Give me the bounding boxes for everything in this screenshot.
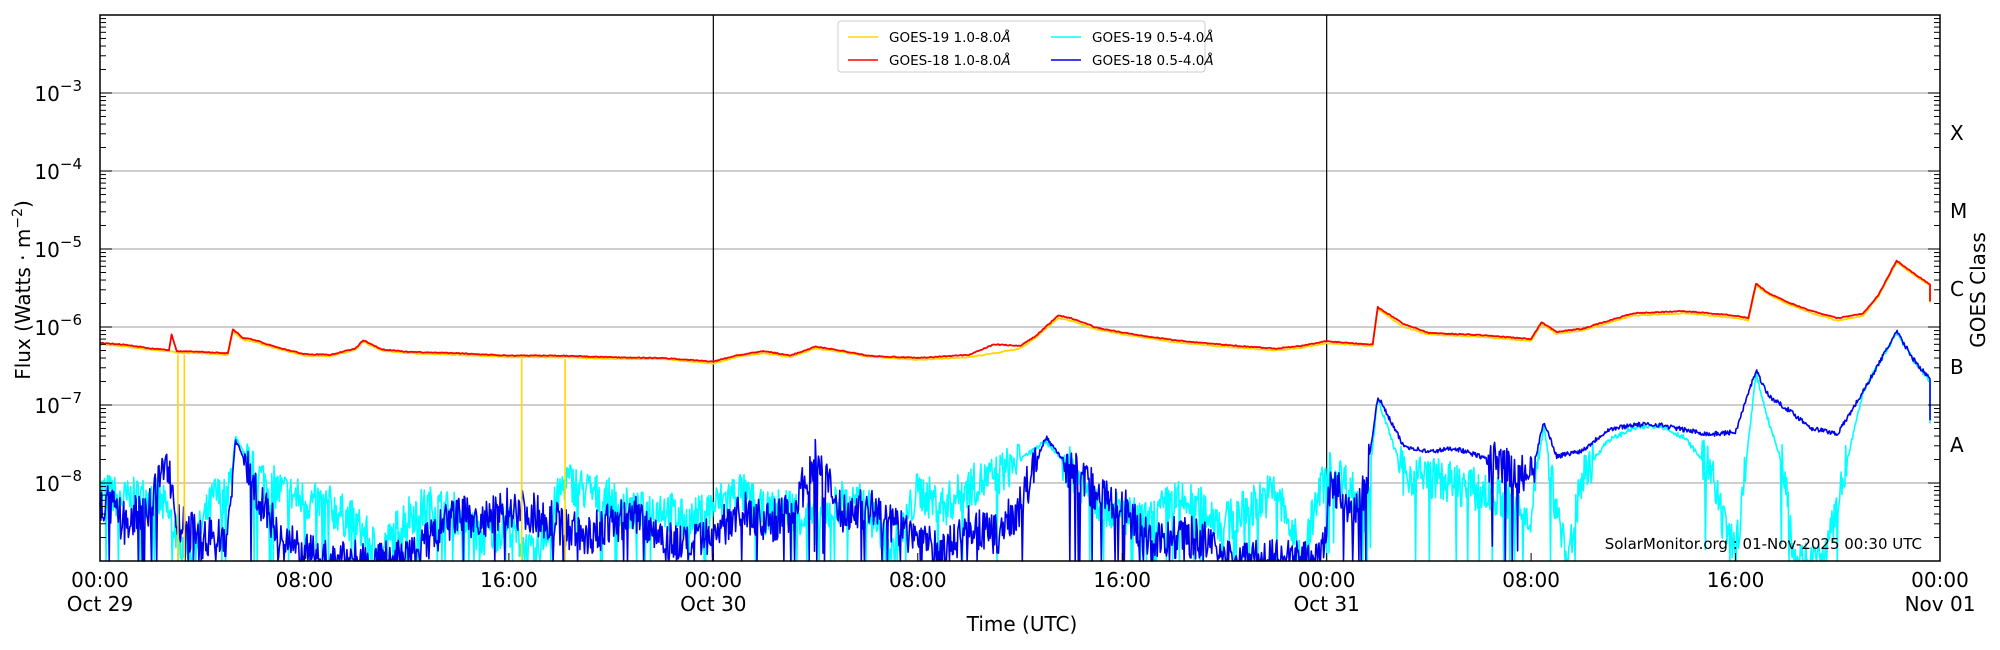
series-line	[99, 259, 1931, 363]
x-tick-time: 00:00	[1298, 568, 1356, 592]
legend-box	[837, 20, 1206, 73]
y-tick-label: 10−4	[34, 155, 82, 184]
plot-frame	[99, 14, 1941, 562]
series-layer	[99, 259, 1931, 562]
series-line	[99, 261, 1931, 365]
legend-label: GOES-19 1.0-8.0Å	[889, 29, 1011, 46]
goes-class-labels: X M C B A	[1950, 121, 1967, 457]
legend-label: GOES-18 0.5-4.0Å	[1092, 52, 1214, 69]
y-tick-label: 10−3	[34, 77, 82, 106]
goes-class-label: C	[1950, 277, 1964, 301]
x-tick-date: Nov 01	[1905, 592, 1976, 616]
y-tick-label: 10−8	[34, 467, 82, 496]
x-tick-time: 16:00	[480, 568, 538, 592]
x-tick-time: 08:00	[889, 568, 947, 592]
y-tick-label: 10−6	[34, 311, 82, 340]
series-line	[99, 329, 1931, 562]
y-axis-ticks: 10−3 10−4 10−5 10−6 10−7 10−8	[34, 18, 1940, 562]
x-tick-time: 08:00	[276, 568, 334, 592]
x-tick-time: 08:00	[1502, 568, 1560, 592]
horizontal-gridlines	[100, 92, 1940, 484]
y-tick-label: 10−5	[34, 233, 82, 262]
x-tick-time: 16:00	[1093, 568, 1151, 592]
right-axis-label: GOES Class	[1966, 232, 1990, 348]
x-tick-date: Oct 31	[1293, 592, 1359, 616]
x-axis-label: Time (UTC)	[966, 612, 1078, 636]
legend-label: GOES-19 0.5-4.0Å	[1092, 29, 1214, 46]
legend: GOES-19 1.0-8.0Å GOES-18 1.0-8.0Å GOES-19 …	[837, 20, 1214, 73]
goes-class-label: B	[1950, 355, 1964, 379]
y-axis-label: Flux (Watts · m−2)	[10, 200, 35, 380]
x-tick-date: Oct 30	[680, 592, 746, 616]
x-tick-time: 00:00	[71, 568, 129, 592]
legend-label: GOES-18 1.0-8.0Å	[889, 52, 1011, 69]
x-tick-date: Oct 29	[67, 592, 133, 616]
goes-class-label: A	[1950, 433, 1964, 457]
goes-class-label: M	[1950, 199, 1967, 223]
watermark-annotation: SolarMonitor.org : 01-Nov-2025 00:30 UTC	[1605, 535, 1922, 553]
y-tick-label: 10−7	[34, 389, 82, 418]
x-tick-time: 16:00	[1707, 568, 1765, 592]
x-tick-time: 00:00	[685, 568, 743, 592]
goes-class-label: X	[1950, 121, 1964, 145]
x-tick-time: 00:00	[1911, 568, 1969, 592]
